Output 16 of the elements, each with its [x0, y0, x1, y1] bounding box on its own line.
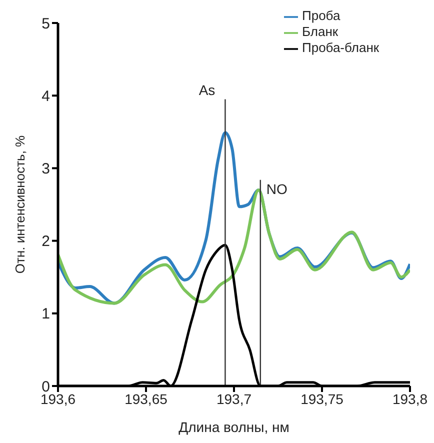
annotation: As	[198, 82, 216, 98]
x-tick-label: 193,65	[124, 390, 168, 407]
y-tick-label: 1	[42, 306, 50, 323]
legend-label: Проба-бланк	[302, 40, 380, 55]
x-tick-label: 193,7	[216, 390, 252, 407]
legend-label: Бланк	[302, 24, 338, 39]
y-tick-label: 2	[42, 233, 50, 250]
x-axis-title: Длина волны, нм	[178, 419, 290, 435]
y-axis-title: Отн. интенсивность, %	[12, 134, 28, 274]
x-tick-label: 193,75	[300, 390, 344, 407]
legend-label: Проба	[302, 8, 340, 23]
y-tick-label: 5	[42, 15, 50, 32]
y-tick-label: 4	[42, 88, 50, 105]
y-tick-label: 3	[42, 160, 50, 178]
x-tick-label: 193,8	[392, 390, 428, 407]
annotation: NO	[266, 180, 288, 197]
